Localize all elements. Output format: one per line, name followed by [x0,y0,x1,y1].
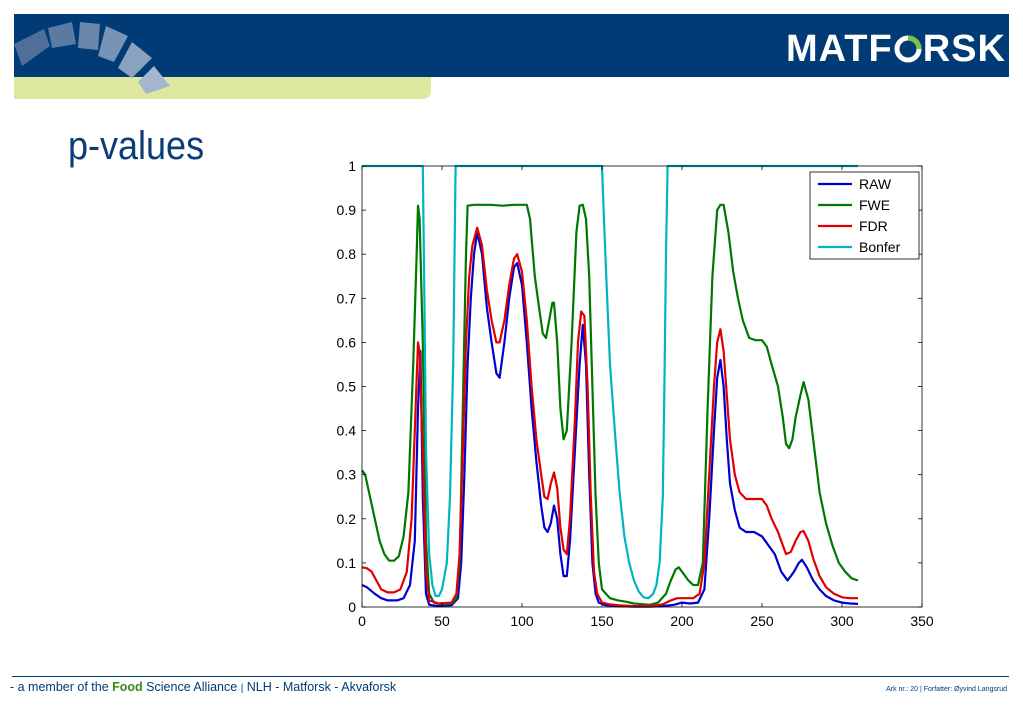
y-tick-label: 0 [348,599,356,615]
y-tick-label: 0.1 [337,555,357,571]
y-tick-label: 1 [348,158,356,174]
legend-label-fwe: FWE [859,197,890,213]
author: Forfatter: Øyvind Langsrud [923,686,1007,693]
series-line-fdr [361,226,858,608]
slide-number: Ark nr.: 20 [886,686,918,693]
y-tick-label: 0.2 [337,511,357,527]
footer-prefix: - a member of the [10,680,109,694]
x-tick-label: 300 [830,613,854,629]
footer-separator: | [240,683,244,694]
footer-divider [12,676,1009,677]
logo-ring-icon [893,30,923,68]
y-tick-label: 0.9 [337,202,357,218]
footer-info-separator: | [919,686,922,693]
footer-suffix: Science Alliance [146,680,238,694]
y-tick-label: 0.5 [337,379,357,395]
footer-food: Food [112,680,143,694]
x-tick-label: 150 [590,613,614,629]
y-tick-label: 0.7 [337,290,357,306]
y-tick-label: 0.8 [337,246,357,262]
p-values-chart: 0 50 100 150 200 250 300 350 0 0.1 0.2 0.3 0.4 0.5 0.6… [337,158,934,629]
legend-box [809,171,920,260]
page-title: p-values [68,124,205,168]
matforsk-logo: MATF RSK [786,28,1006,70]
footer-slide-info: Ark nr.: 20 | Forfatter: Øyvind Langsrud [886,686,1007,693]
y-tick-label: 0.6 [337,334,357,350]
footer-tagline: - a member of the Food Science Alliance … [10,680,396,694]
x-tick-label: 0 [358,613,366,629]
legend-label-bonfer: Bonfer [859,239,901,255]
series-line-bonfer [362,164,858,600]
legend-label-fdr: FDR [859,218,888,234]
y-tick-label: 0.3 [337,467,357,483]
header-bar [14,14,1009,77]
series-line-fwe [361,203,859,606]
chart-legend: RAW FWE FDR Bonfer [809,171,920,260]
footer-organizations: NLH - Matforsk - Akvaforsk [246,680,397,694]
x-tick-label: 50 [434,613,450,629]
legend-label-raw: RAW [859,176,892,192]
x-tick-label: 250 [750,613,774,629]
x-tick-label: 350 [910,613,934,629]
series-line-raw [361,231,859,608]
y-tick-label: 0.4 [337,423,357,439]
header-decoration-graphic [14,22,170,94]
chart-axes: 0 50 100 150 200 250 300 350 0 0.1 0.2 0.3 0.4 0.5 0.6… [337,158,934,629]
x-tick-label: 100 [510,613,534,629]
header-yellow-band [14,77,431,99]
x-tick-label: 200 [670,613,694,629]
